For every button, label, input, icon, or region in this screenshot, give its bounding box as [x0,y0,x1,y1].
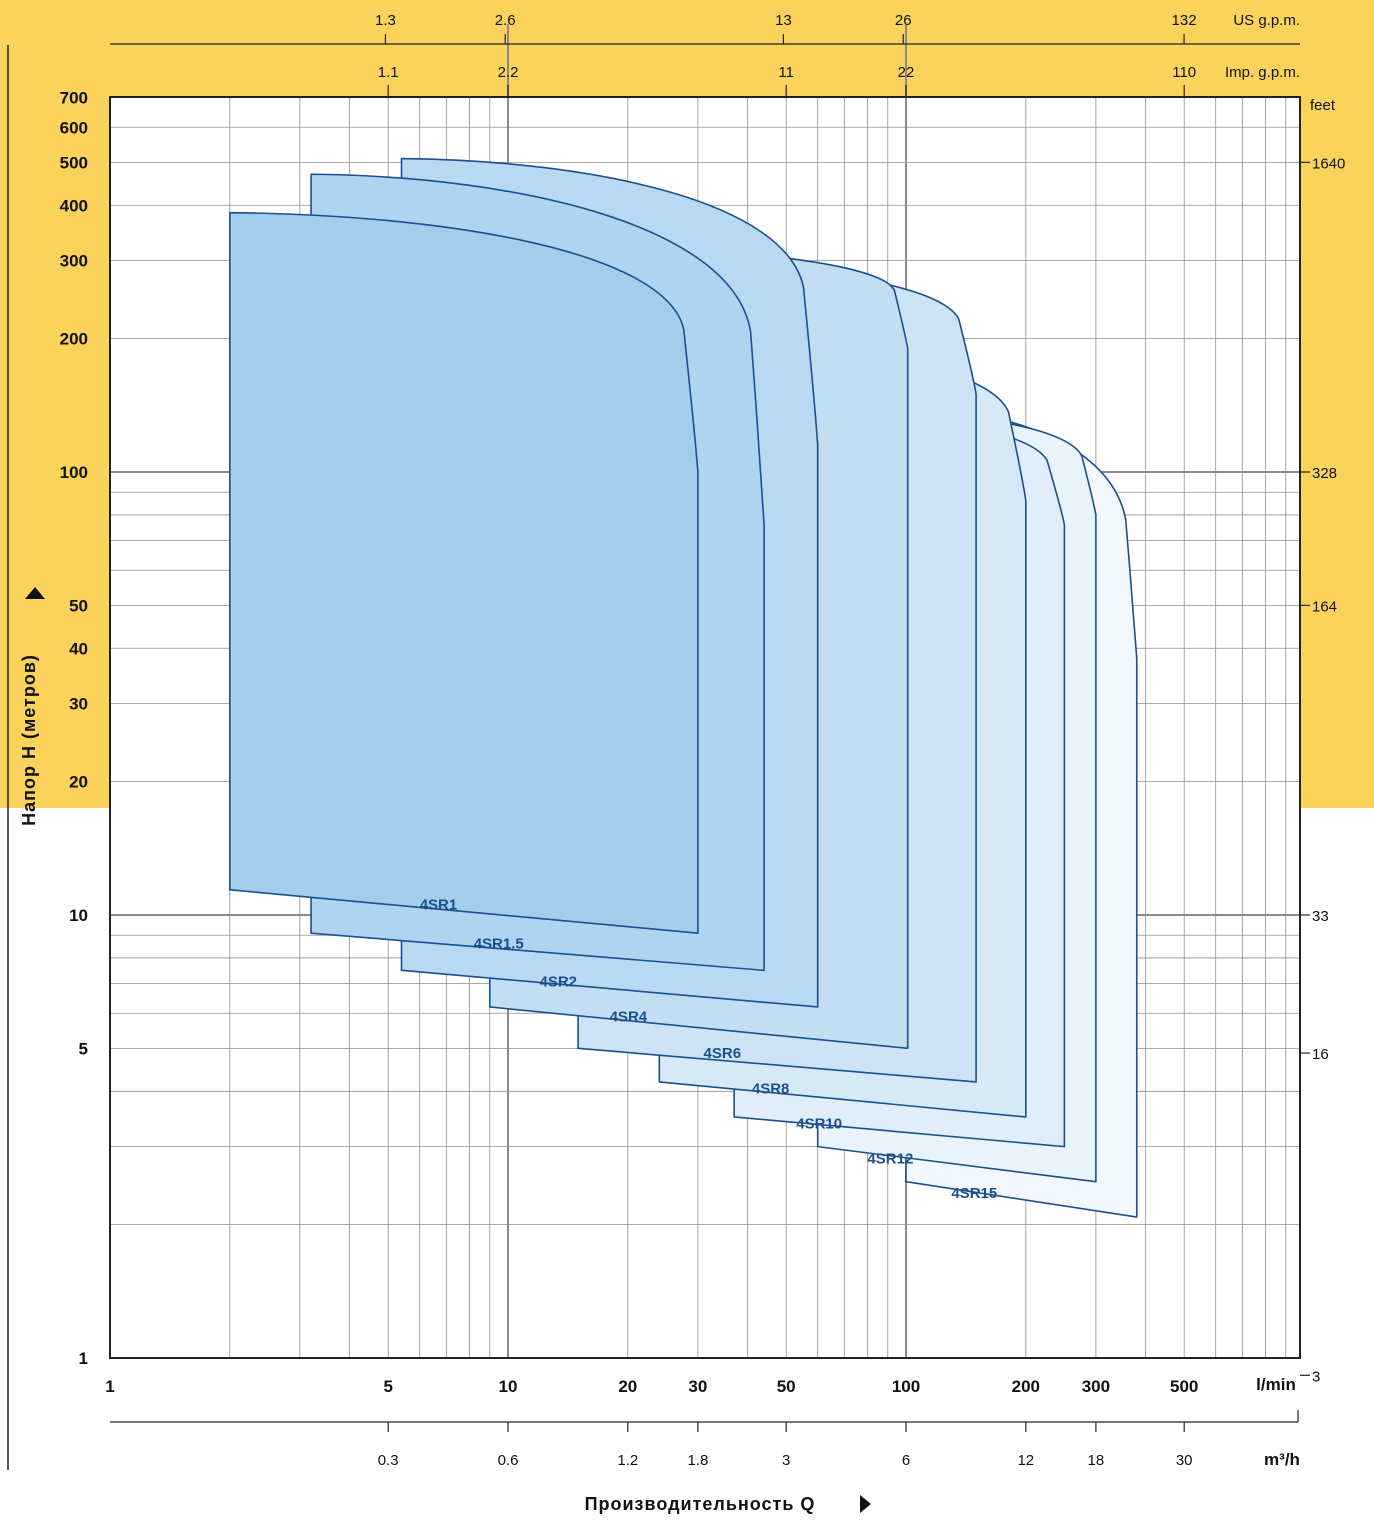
feet-unit-label: feet [1310,97,1336,114]
x-tick-label-m3h: 18 [1088,1452,1105,1469]
x-tick-label-lmin: 500 [1170,1377,1198,1396]
series-areas [229,157,1138,1218]
y-tick-label: 700 [60,89,88,108]
x-tick-label-us-gpm: 13 [775,12,792,29]
x-tick-label-us-gpm: 26 [895,12,912,29]
x-tick-label-us-gpm: 2.6 [495,12,516,29]
x-tick-label-m3h: 30 [1176,1452,1193,1469]
x-tick-label-lmin: 20 [618,1377,637,1396]
x-unit-m3h: m³/h [1264,1450,1300,1469]
x-tick-label-us-gpm: 132 [1172,12,1197,29]
y-tick-label: 100 [60,463,88,482]
x-tick-label-lmin: 100 [892,1377,920,1396]
y-tick-label: 30 [69,695,88,714]
series-label-4sr8: 4SR8 [752,1081,790,1098]
feet-tick-label: 328 [1312,465,1337,482]
y-tick-label: 50 [69,596,88,615]
series-label-4sr12: 4SR12 [867,1150,913,1167]
feet-tick-label: 3 [1312,1368,1320,1385]
x-tick-label-m3h: 0.6 [498,1452,519,1469]
series-area-4sr1 [229,211,699,934]
series-label-4sr2: 4SR2 [540,973,578,990]
x-tick-label-m3h: 3 [782,1452,790,1469]
x-tick-label-lmin: 30 [688,1377,707,1396]
x-tick-label-imp-gpm: 2.2 [498,64,519,81]
y-tick-label: 200 [60,330,88,349]
series-label-4sr15: 4SR15 [951,1185,997,1202]
x-tick-label-m3h: 6 [902,1452,910,1469]
y-tick-label: 300 [60,252,88,271]
x-tick-label-imp-gpm: 22 [898,64,915,81]
x-tick-label-imp-gpm: 110 [1172,64,1196,81]
y-tick-label: 40 [69,639,88,658]
series-label-4sr6: 4SR6 [704,1045,742,1062]
x-tick-label-imp-gpm: 11 [778,64,794,81]
white-background-left [0,808,110,1523]
series-label-4sr1: 4SR1 [420,896,458,913]
x-tick-label-lmin: 300 [1082,1377,1110,1396]
y-tick-label: 20 [69,773,88,792]
feet-tick-label: 1640 [1312,155,1345,172]
x-tick-label-us-gpm: 1.3 [375,12,396,29]
x-unit-imp-gpm: Imp. g.p.m. [1225,64,1300,81]
x-tick-label-m3h: 0.3 [378,1452,399,1469]
feet-tick-label: 16 [1312,1046,1329,1063]
y-axis-title-arrow-icon [25,587,45,599]
y-tick-label: 1 [79,1349,88,1368]
feet-tick-label: 164 [1312,598,1337,615]
x-axis-title: Производительность Q [585,1494,816,1514]
axes: 700600500400300200100504030201051feet164… [60,12,1346,1469]
plot-area-frame [109,96,1301,1359]
x-tick-label-m3h: 1.8 [687,1452,708,1469]
feet-tick-label: 33 [1312,908,1329,925]
x-tick-label-lmin: 1 [105,1377,114,1396]
x-tick-label-m3h: 12 [1017,1452,1034,1469]
y-tick-label: 500 [60,153,88,172]
y-tick-label: 400 [60,196,88,215]
x-tick-label-lmin: 10 [499,1377,518,1396]
x-tick-label-m3h: 1.2 [617,1452,638,1469]
x-unit-us-gpm: US g.p.m. [1233,12,1300,29]
y-tick-label: 10 [69,906,88,925]
x-tick-label-lmin: 5 [383,1377,392,1396]
y-axis-title: Напор H (метров) [19,654,39,826]
series-labels: 4SR15 4SR12 4SR10 4SR8 4SR6 4SR4 4SR2 4SR1.5 4SR… [420,896,998,1201]
y-tick-label: 600 [60,118,88,137]
series-label-4sr10: 4SR10 [796,1115,842,1132]
x-unit-lmin: l/min [1256,1375,1296,1394]
x-tick-label-lmin: 50 [777,1377,796,1396]
series-label-4sr1-5: 4SR1.5 [474,936,524,953]
y-tick-label: 5 [79,1039,88,1058]
white-background-right [1300,808,1374,1523]
x-axis-title-arrow-icon [860,1495,871,1513]
x-tick-label-imp-gpm: 1.1 [378,64,399,81]
series-label-4sr4: 4SR4 [610,1008,648,1025]
x-tick-label-lmin: 200 [1012,1377,1040,1396]
